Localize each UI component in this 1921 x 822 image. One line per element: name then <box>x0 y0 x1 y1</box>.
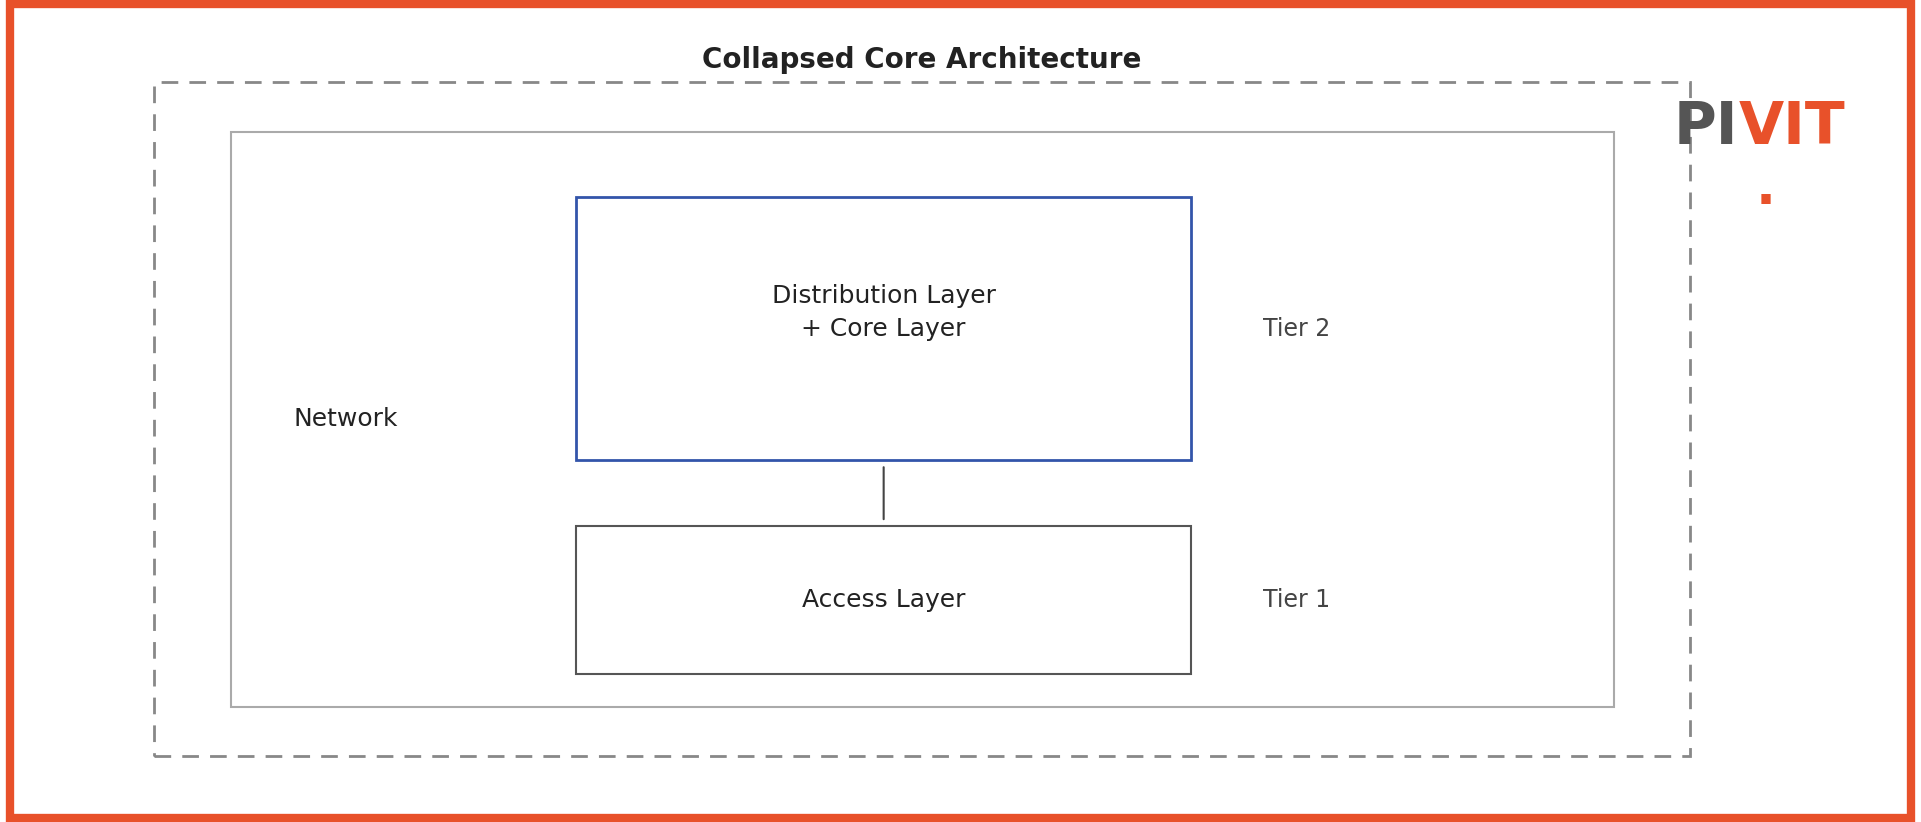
FancyBboxPatch shape <box>576 197 1191 460</box>
Text: Network: Network <box>294 407 398 432</box>
Text: Access Layer: Access Layer <box>801 588 966 612</box>
Text: Distribution Layer
+ Core Layer: Distribution Layer + Core Layer <box>772 284 995 341</box>
Text: VIT: VIT <box>1739 99 1846 155</box>
Text: ·: · <box>1756 177 1775 229</box>
Text: Tier 2: Tier 2 <box>1262 316 1331 341</box>
Text: Tier 1: Tier 1 <box>1264 588 1329 612</box>
Text: PI: PI <box>1673 99 1739 155</box>
Text: Collapsed Core Architecture: Collapsed Core Architecture <box>703 46 1141 74</box>
FancyBboxPatch shape <box>576 526 1191 674</box>
